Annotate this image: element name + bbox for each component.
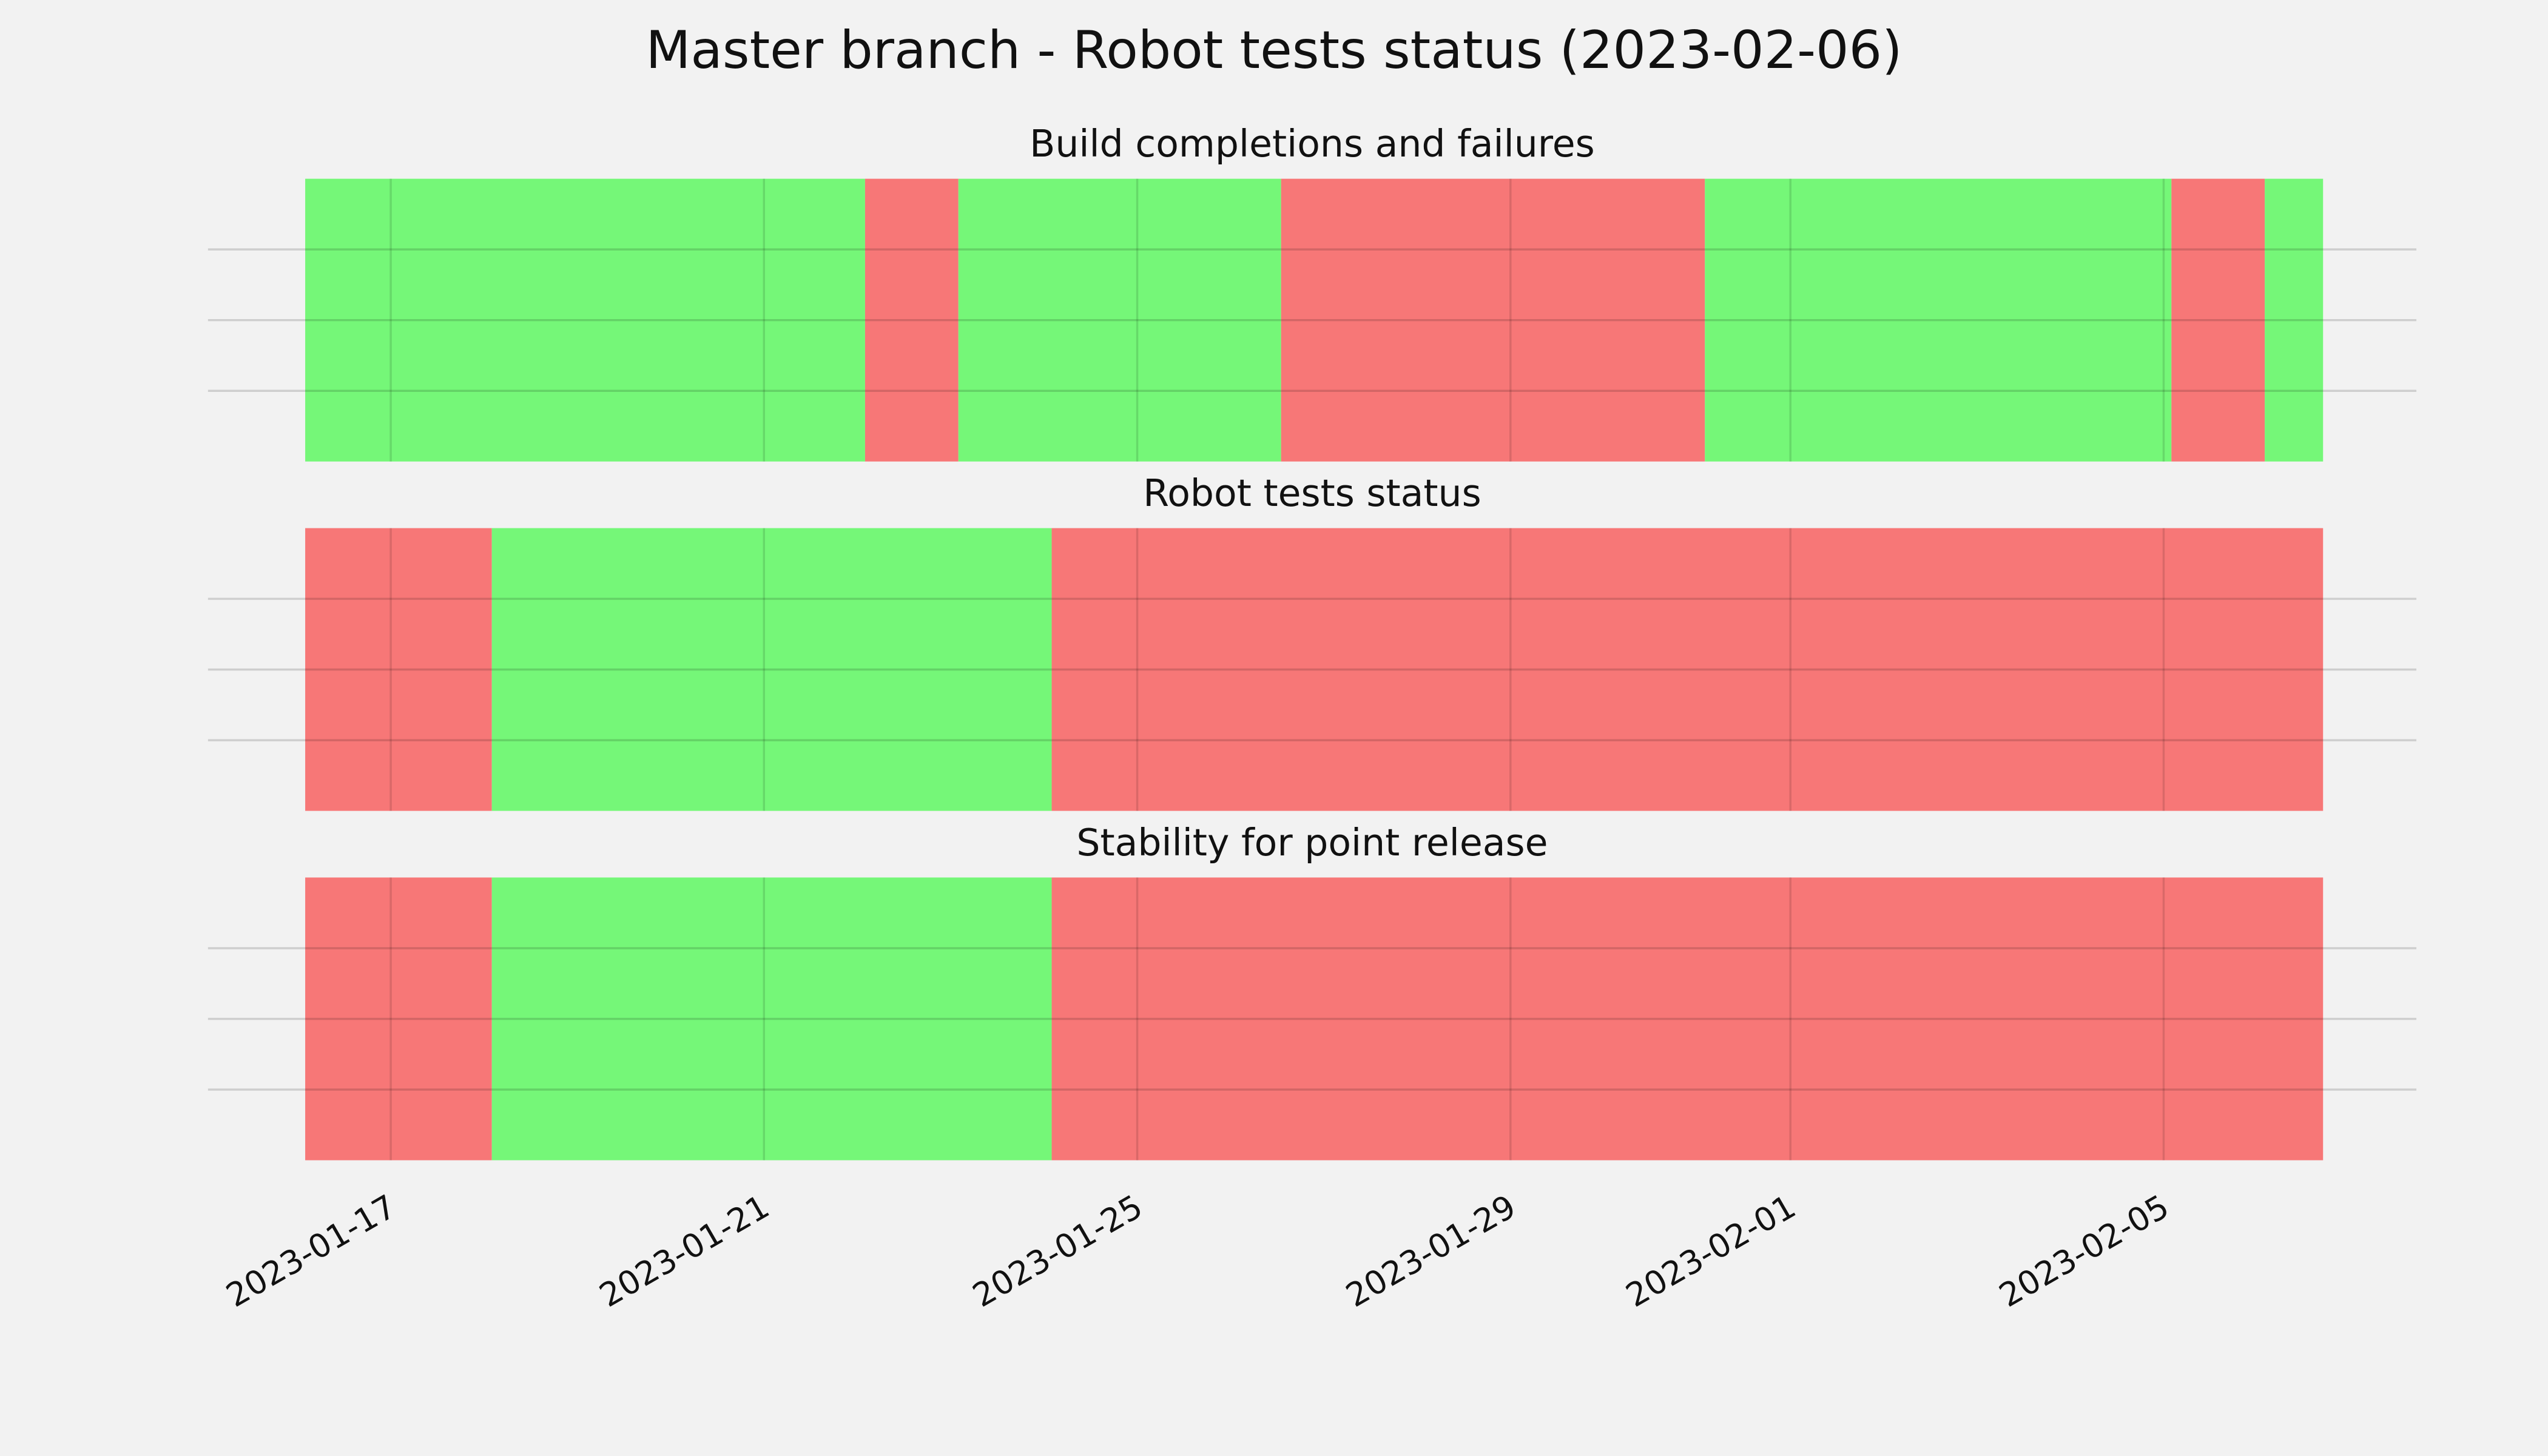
status-segment — [491, 877, 1052, 1161]
status-segment — [491, 528, 1052, 811]
chart-title: Master branch - Robot tests status (2023… — [645, 20, 1902, 81]
status-segment — [2171, 178, 2265, 462]
status-segment — [864, 178, 959, 462]
subplot-title: Robot tests status — [1143, 471, 1481, 515]
status-segment — [305, 528, 492, 811]
status-segment — [1281, 178, 1705, 462]
status-segment — [1051, 528, 2324, 811]
status-segment — [305, 178, 865, 462]
subplot-title: Stability for point release — [1076, 821, 1548, 864]
status-segment — [1705, 178, 2172, 462]
status-segment — [305, 877, 492, 1161]
status-segment — [2265, 178, 2324, 462]
status-segment — [1051, 877, 2324, 1161]
subplot-title: Build completions and failures — [1030, 122, 1595, 166]
status-segment — [958, 178, 1281, 462]
